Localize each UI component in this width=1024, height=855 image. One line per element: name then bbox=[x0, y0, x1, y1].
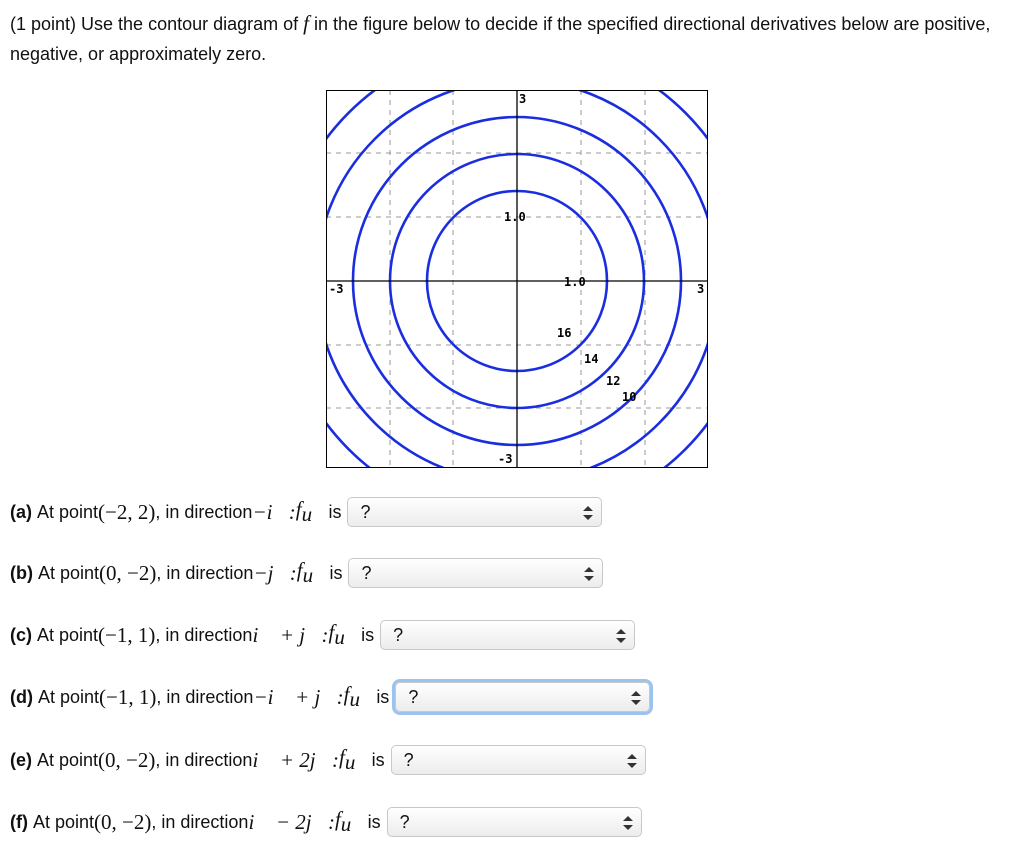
axis-label: 1.0 bbox=[564, 275, 586, 289]
answer-select[interactable]: ? bbox=[380, 620, 636, 650]
math: i⃗ + 2j⃗: bbox=[252, 747, 339, 772]
text: , in direction bbox=[156, 686, 254, 707]
math: (0, −2) bbox=[99, 560, 157, 585]
math: u⃗ bbox=[344, 750, 372, 775]
select-value: ? bbox=[361, 562, 372, 583]
text: At point bbox=[37, 562, 100, 583]
math: fu⃗ bbox=[334, 806, 368, 837]
math: −j⃗: bbox=[253, 560, 297, 585]
select-arrows bbox=[631, 691, 642, 705]
question: (e) At point (0, −2), in direction i⃗ + 2… bbox=[10, 743, 646, 777]
question-label: (f) bbox=[10, 811, 28, 832]
text: in the figure below to decide if the spe… bbox=[10, 14, 991, 64]
contour-label: 12 bbox=[606, 374, 620, 388]
question-label: (c) bbox=[10, 624, 32, 645]
text: is bbox=[361, 624, 375, 645]
text: At point bbox=[37, 501, 99, 522]
question: (d) At point (−1, 1), in direction −i⃗ + … bbox=[10, 680, 651, 714]
question: (b) At point (0, −2), in direction −j⃗: f… bbox=[10, 556, 604, 590]
math: f bbox=[303, 11, 310, 35]
select-value: ? bbox=[360, 501, 371, 522]
question: (f) At point (0, −2), in direction i⃗ − 2… bbox=[10, 805, 642, 839]
axis-label: 1.0 bbox=[504, 210, 526, 224]
text: , in direction bbox=[156, 562, 254, 583]
math: (0, −2) bbox=[98, 747, 156, 772]
text: At point bbox=[37, 749, 99, 770]
select-arrows bbox=[626, 754, 637, 768]
select-arrows bbox=[583, 506, 594, 520]
math: u⃗ bbox=[301, 502, 329, 527]
answer-select[interactable]: ? bbox=[347, 497, 603, 527]
select-arrows bbox=[584, 567, 595, 581]
math: fu⃗ bbox=[343, 681, 377, 712]
math: fu⃗ bbox=[295, 496, 329, 527]
text: (1 point) Use the contour diagram of bbox=[10, 14, 299, 34]
math: i⃗ + j⃗: bbox=[252, 622, 329, 647]
text: , in direction bbox=[155, 624, 253, 645]
contour-diagram: 3 1.0 1.0 -3 3 -3 16 14 12 10 bbox=[326, 90, 708, 468]
select-arrows bbox=[622, 816, 633, 830]
question-label: (d) bbox=[10, 686, 33, 707]
math: fu⃗ bbox=[296, 557, 330, 588]
math: i⃗ − 2j⃗: bbox=[248, 809, 335, 834]
text: , in direction bbox=[155, 501, 253, 522]
axis-label: -3 bbox=[329, 282, 343, 296]
math: u⃗ bbox=[302, 563, 330, 588]
text: At point bbox=[37, 624, 99, 645]
question: (c) At point (−1, 1), in direction i⃗ + j… bbox=[10, 618, 636, 652]
contour-label: 16 bbox=[557, 326, 571, 340]
contour-label: 14 bbox=[584, 352, 598, 366]
answer-select[interactable]: ? bbox=[390, 745, 646, 775]
question: (a) At point (−2, 2), in direction −i⃗: f… bbox=[10, 495, 603, 529]
text: At point bbox=[37, 686, 100, 707]
answer-select[interactable]: ? bbox=[395, 682, 651, 712]
answer-select[interactable]: ? bbox=[386, 807, 642, 837]
select-value: ? bbox=[393, 624, 404, 645]
math: u⃗ bbox=[334, 625, 362, 650]
question-label: (e) bbox=[10, 749, 32, 770]
math: u⃗ bbox=[340, 812, 368, 837]
select-value: ? bbox=[399, 811, 410, 832]
select-arrows bbox=[616, 629, 627, 643]
text: is bbox=[367, 811, 381, 832]
math: (−2, 2) bbox=[98, 499, 156, 524]
math: −i⃗: bbox=[252, 499, 296, 524]
text: , in direction bbox=[151, 811, 249, 832]
text: , in direction bbox=[155, 749, 253, 770]
math: (−1, 1) bbox=[98, 622, 156, 647]
text: At point bbox=[32, 811, 95, 832]
text: is bbox=[376, 686, 390, 707]
math: fu⃗ bbox=[328, 619, 362, 650]
axis-label: -3 bbox=[498, 452, 512, 466]
math: fu⃗ bbox=[338, 744, 372, 775]
question-label: (a) bbox=[10, 501, 32, 522]
question-label: (b) bbox=[10, 562, 33, 583]
math: u⃗ bbox=[349, 687, 377, 712]
math: (−1, 1) bbox=[99, 684, 157, 709]
contour-label: 10 bbox=[622, 390, 636, 404]
text: is bbox=[328, 501, 342, 522]
answer-select[interactable]: ? bbox=[348, 558, 604, 588]
select-value: ? bbox=[408, 686, 419, 707]
problem-statement: (1 point) Use the contour diagram of f i… bbox=[10, 8, 1015, 69]
text: is bbox=[371, 749, 385, 770]
math: −i⃗ + j⃗: bbox=[253, 684, 344, 709]
text: is bbox=[329, 562, 343, 583]
axis-label: 3 bbox=[519, 92, 526, 106]
math: (0, −2) bbox=[94, 809, 152, 834]
select-value: ? bbox=[403, 749, 414, 770]
axis-label: 3 bbox=[697, 282, 704, 296]
